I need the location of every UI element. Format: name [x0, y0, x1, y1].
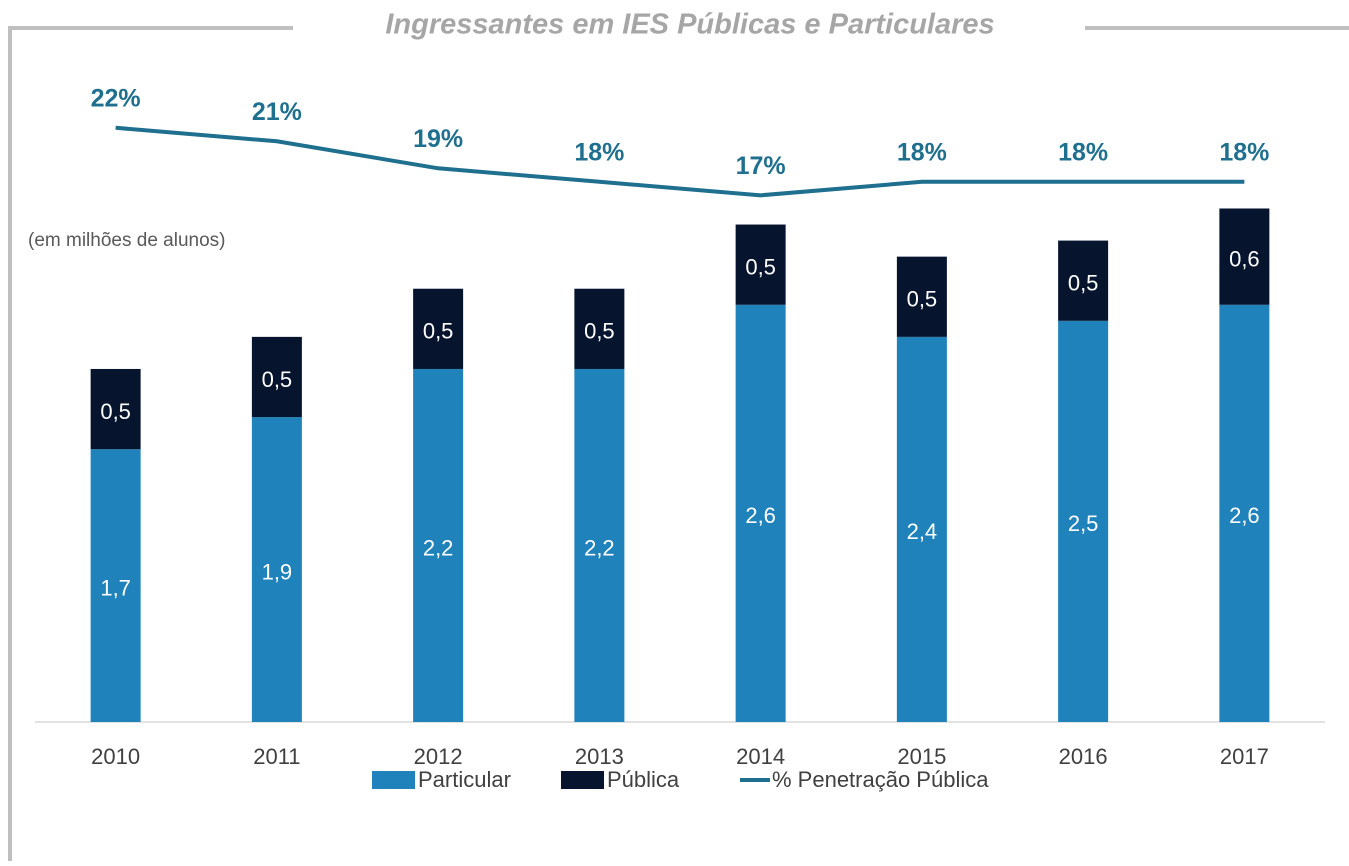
legend-swatch — [372, 771, 415, 789]
line-value-label: 18% — [897, 138, 947, 166]
bar-value-label: 2,4 — [907, 519, 938, 544]
bar — [90, 449, 141, 722]
line-value-label: 22% — [91, 84, 141, 112]
bar-value-label: 1,7 — [100, 575, 131, 600]
legend-label: % Penetração Pública — [772, 767, 989, 792]
bar — [1219, 208, 1270, 305]
bar-value-label: 0,5 — [1068, 271, 1099, 296]
bar — [574, 288, 625, 369]
line-value-label: 18% — [574, 138, 624, 166]
x-tick-label: 2011 — [253, 744, 300, 769]
line — [115, 125, 1245, 198]
legend-label: Pública — [607, 767, 680, 792]
bar — [90, 368, 141, 450]
legend-label: Particular — [418, 767, 511, 792]
bar-value-label: 1,9 — [262, 559, 293, 584]
bar-value-label: 0,5 — [907, 287, 938, 312]
bar — [1058, 240, 1109, 321]
x-tick-label: 2017 — [1220, 744, 1269, 769]
bar-value-label: 2,5 — [1068, 511, 1099, 536]
bar-value-label: 2,2 — [584, 535, 615, 560]
bar-value-label: 0,5 — [100, 399, 131, 424]
line-value-label: 18% — [1058, 138, 1108, 166]
annotation: (em milhões de alunos) — [28, 230, 225, 251]
frame-left — [8, 26, 293, 861]
bar — [735, 224, 786, 305]
bar — [251, 417, 302, 722]
bar — [413, 288, 464, 369]
bar — [896, 336, 947, 722]
bar — [896, 256, 947, 337]
x-tick-label: 2012 — [414, 744, 463, 769]
bar-value-label: 2,6 — [745, 503, 776, 528]
bar-value-label: 0,6 — [1229, 246, 1260, 271]
bar — [251, 336, 302, 418]
x-tick-label: 2015 — [897, 744, 946, 769]
chart-title: Ingressantes em IES Públicas e Particula… — [385, 9, 994, 41]
bar — [1058, 320, 1109, 722]
x-tick-label: 2016 — [1059, 744, 1108, 769]
bar-value-label: 2,2 — [423, 535, 454, 560]
line-value-label: 18% — [1219, 138, 1269, 166]
line-value-label: 19% — [413, 125, 463, 153]
x-tick-label: 2013 — [575, 744, 624, 769]
bar-value-label: 2,6 — [1229, 503, 1260, 528]
x-tick-label: 2010 — [91, 744, 140, 769]
bar-value-label: 0,5 — [745, 254, 776, 279]
bar — [735, 304, 786, 722]
bar-value-label: 0,5 — [584, 319, 615, 344]
bar-value-label: 0,5 — [262, 367, 293, 392]
bar — [574, 368, 625, 722]
x-tick-label: 2014 — [736, 744, 785, 769]
legend-swatch — [561, 771, 604, 789]
bar — [413, 368, 464, 722]
bar — [1219, 304, 1270, 722]
bar-value-label: 0,5 — [423, 319, 454, 344]
line-value-label: 21% — [252, 98, 302, 126]
line-value-label: 17% — [736, 152, 786, 180]
